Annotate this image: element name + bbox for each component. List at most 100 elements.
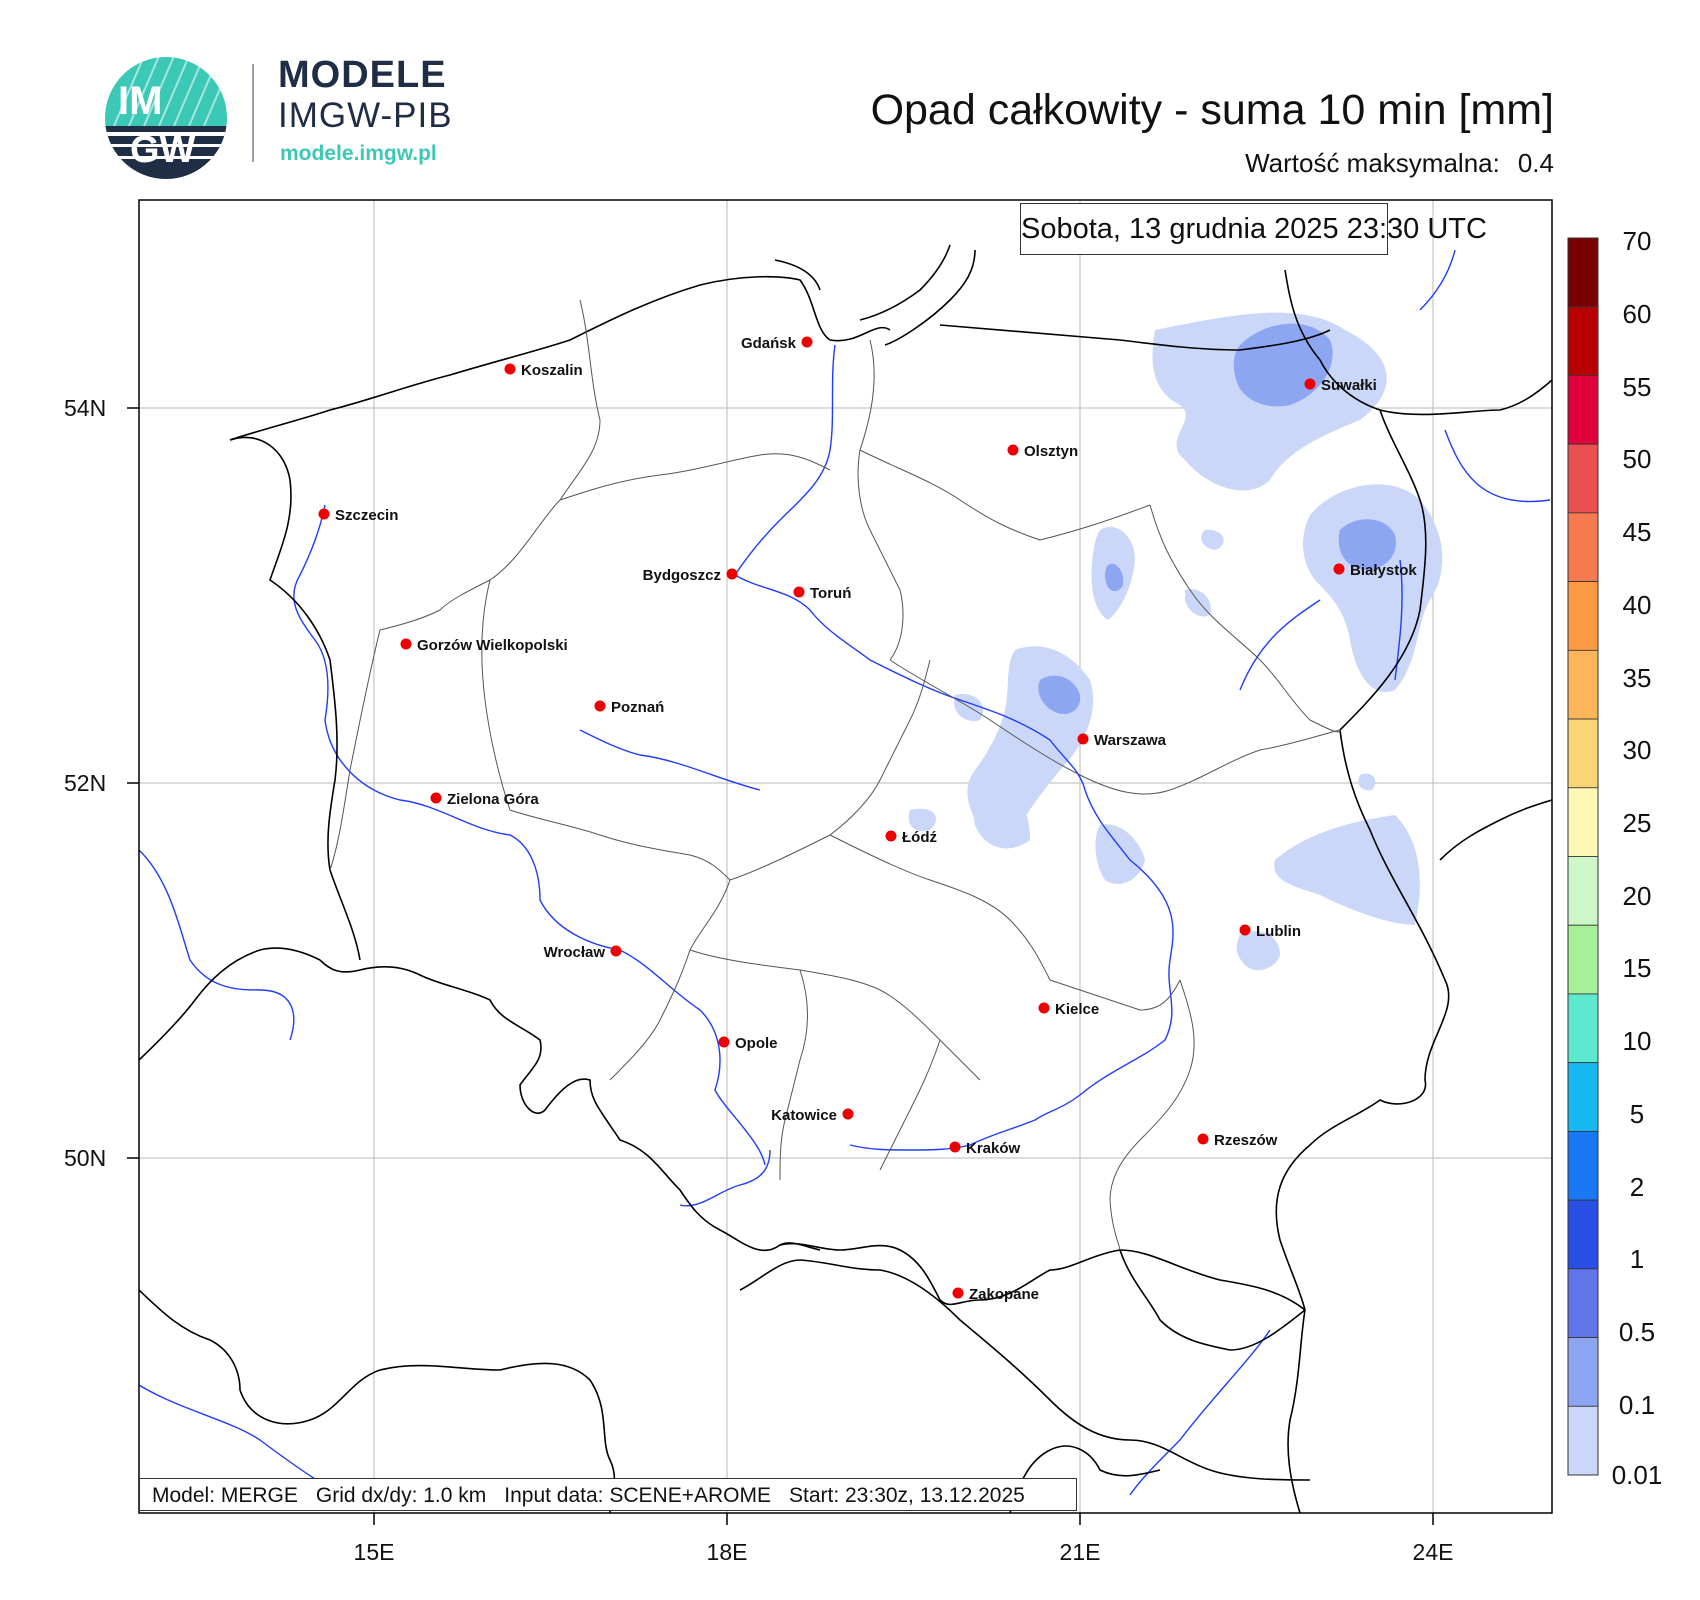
colorbar-label-25: 25 [1623, 808, 1652, 838]
precip-area-small-5 [1358, 773, 1376, 791]
city-gorzow: Gorzów Wielkopolski [400, 637, 568, 654]
svg-text:Gdańsk: Gdańsk [741, 335, 797, 352]
lat-tick-54n: 54N [64, 395, 106, 421]
city-krakow: Kraków [949, 1140, 1021, 1157]
lon-tick-15e: 15E [354, 1539, 395, 1565]
city-zakopane: Zakopane [952, 1286, 1039, 1303]
max-value-label: Wartość maksymalna: [1245, 148, 1500, 178]
colorbar-label-10: 10 [1623, 1026, 1652, 1056]
colorbar-segment-13 [1567, 1130, 1599, 1201]
svg-text:Wrocław: Wrocław [544, 944, 606, 961]
map-frame [138, 199, 1553, 1514]
colorbar-label-50: 50 [1623, 444, 1652, 474]
city-torun: Toruń [793, 585, 851, 602]
map-footer: Model: MERGE Grid dx/dy: 1.0 km Input data… [139, 1478, 1077, 1511]
colorbar-label-40: 40 [1623, 590, 1652, 620]
colorbar-segment-12 [1567, 1062, 1599, 1132]
svg-text:Poznań: Poznań [611, 699, 664, 716]
colorbar-labels: 70 60 55 50 45 40 35 30 25 20 15 10 5 2 … [1612, 226, 1663, 1490]
colorbar-label-0-1: 0.1 [1619, 1390, 1655, 1420]
lon-tick-18e: 18E [707, 1539, 748, 1565]
brand-url[interactable]: modele.imgw.pl [280, 142, 437, 165]
colorbar-label-15: 15 [1623, 953, 1652, 983]
svg-text:Toruń: Toruń [810, 585, 851, 602]
river-narew [1239, 599, 1321, 691]
axis-ticks [127, 407, 1434, 1525]
city-lublin: Lublin [1239, 923, 1301, 940]
city-lodz: Łódź [885, 829, 937, 846]
lat-tick-50n: 50N [64, 1145, 106, 1171]
city-rzeszow: Rzeszów [1197, 1132, 1278, 1149]
colorbar-segment-14 [1567, 1199, 1599, 1270]
max-value-row: Wartość maksymalna: 0.4 [1245, 148, 1554, 179]
border-slovakia-ukraine [1287, 1309, 1306, 1513]
svg-text:Kraków: Kraków [966, 1140, 1021, 1157]
precip-area-bialystok-core [1338, 519, 1396, 570]
colorbar-frame [1567, 237, 1599, 1476]
svg-text:Warszawa: Warszawa [1094, 732, 1167, 749]
colorbar-segment-0 [1567, 237, 1599, 308]
river-bug [1394, 249, 1551, 681]
city-markers: Gdańsk Koszalin Suwałki Olsztyn Szczecin… [318, 335, 1417, 1303]
svg-text:Rzeszów: Rzeszów [1214, 1132, 1278, 1149]
date-label: Sobota, 13 grudnia 2025 23:30 UTC [1020, 203, 1487, 255]
precip-area-olsztyn-core [1104, 563, 1124, 592]
city-opole: Opole [718, 1035, 778, 1052]
city-wroclaw: Wrocław [544, 944, 622, 961]
colorbar-label-5: 5 [1630, 1099, 1644, 1129]
colorbar-segment-15 [1567, 1268, 1599, 1338]
svg-text:Szczecin: Szczecin [335, 507, 398, 524]
colorbar-label-55: 55 [1623, 372, 1652, 402]
border-austria-hungary [139, 1289, 616, 1513]
city-suwalki: Suwałki [1304, 377, 1377, 394]
colorbar-segment-11 [1567, 993, 1599, 1064]
city-szczecin: Szczecin [318, 507, 398, 524]
svg-text:Zakopane: Zakopane [969, 1286, 1039, 1303]
colorbar-segment-4 [1567, 512, 1599, 583]
colorbar-segment-5 [1567, 581, 1599, 651]
lat-tick-52n: 52N [64, 770, 106, 796]
precip-area-east [1274, 815, 1420, 925]
river-warta [579, 729, 761, 791]
svg-text:Opole: Opole [735, 1035, 778, 1052]
colorbar-segment-3 [1567, 443, 1599, 514]
svg-text:Katowice: Katowice [771, 1107, 837, 1124]
border-north [939, 324, 1331, 351]
river-morava [679, 1149, 771, 1207]
precip-area-small-2 [908, 808, 937, 832]
border-south [319, 959, 1306, 1311]
city-bydgoszcz: Bydgoszcz [643, 567, 738, 584]
svg-text:Gorzów Wielkopolski: Gorzów Wielkopolski [417, 637, 568, 654]
hel-peninsula [774, 244, 951, 321]
border-ukraine-east [1439, 799, 1552, 861]
colorbar-segment-1 [1567, 306, 1599, 376]
city-olsztyn: Olsztyn [1007, 443, 1078, 460]
svg-text:Białystok: Białystok [1350, 562, 1417, 579]
colorbar-label-2: 2 [1630, 1172, 1644, 1202]
border-hungary-romania [1009, 1445, 1161, 1513]
svg-text:Koszalin: Koszalin [521, 362, 583, 379]
svg-text:Zielona Góra: Zielona Góra [447, 791, 539, 808]
footer-model: Model: MERGE [152, 1484, 298, 1507]
logo-text-top: IM [118, 79, 162, 123]
precip-area-small-1 [1185, 589, 1211, 617]
logo-divider [252, 64, 254, 162]
precip-area-bialystok [1303, 484, 1443, 692]
colorbar [1567, 237, 1599, 1476]
svg-text:Bydgoszcz: Bydgoszcz [643, 567, 721, 584]
colorbar-label-60: 60 [1623, 299, 1652, 329]
border-belarus-east [1379, 379, 1552, 416]
border-west-germany [139, 947, 321, 1061]
border-czech-slovak [779, 1242, 1306, 1351]
precip-area-warszawa-core [1038, 675, 1081, 715]
border-lithuania-belarus [1275, 269, 1450, 1311]
max-value: 0.4 [1517, 148, 1554, 178]
precip-area-small-3 [1201, 529, 1224, 550]
coastline [229, 249, 976, 441]
footer-input: Input data: SCENE+AROME [504, 1484, 771, 1507]
colorbar-segment-8 [1567, 787, 1599, 857]
colorbar-segment-2 [1567, 375, 1599, 445]
colorbar-segment-6 [1567, 649, 1599, 720]
svg-text:Łódź: Łódź [902, 829, 937, 846]
